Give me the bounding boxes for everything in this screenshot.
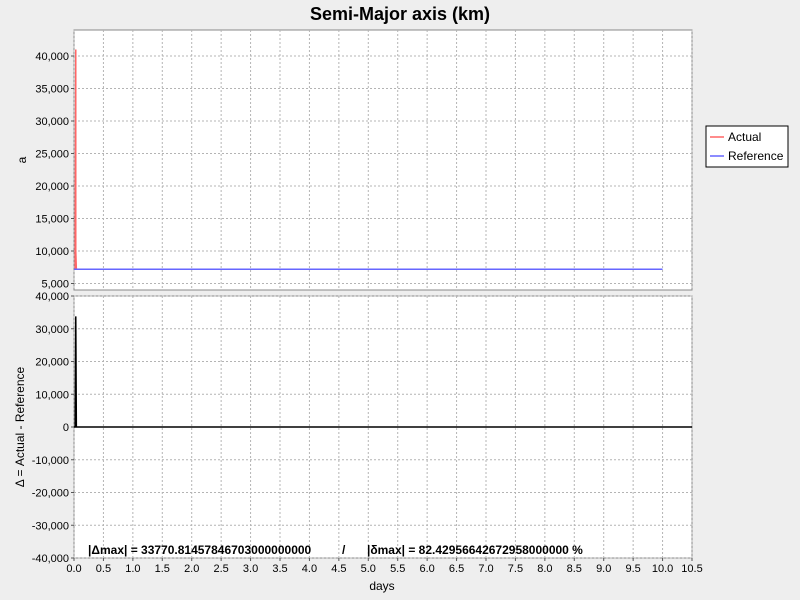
y-tick-label: -40,000 [32, 553, 69, 565]
y-tick-label: 10,000 [35, 389, 69, 401]
x-tick-label: 10.0 [652, 563, 673, 575]
series-line-actual [74, 49, 78, 270]
y-tick-label: 40,000 [35, 51, 69, 63]
x-tick-label: 0.0 [66, 563, 81, 575]
x-tick-label: 6.0 [419, 563, 434, 575]
series-line-δ [74, 316, 692, 428]
x-tick-label: 8.5 [567, 563, 582, 575]
annotation-separator: / [342, 543, 346, 557]
top-plot-panel: 5,000 10,000 15,000 20,000 25,000 30,000 35,00… [35, 29, 693, 291]
x-tick-label: 4.0 [302, 563, 317, 575]
bottom-y-axis-label: Δ = Actual - Reference [13, 366, 27, 487]
x-tick-label: 7.0 [478, 563, 493, 575]
x-tick-label: 9.0 [596, 563, 611, 575]
y-tick-label: 0 [63, 422, 69, 434]
y-tick-label: 25,000 [35, 149, 69, 161]
y-tick-label: 5,000 [41, 279, 69, 291]
y-tick-label: 10,000 [35, 246, 69, 258]
x-tick-label: 4.5 [331, 563, 346, 575]
y-tick-label: -10,000 [32, 455, 69, 467]
x-tick-label: 0.5 [96, 563, 111, 575]
delta-annotation: |Δmax| = 33770.81457846703000000000 / |δ… [88, 543, 583, 557]
chart-title: Semi-Major axis (km) [310, 4, 490, 24]
legend-actual-label: Actual [728, 130, 761, 144]
top-y-axis-label: a [15, 156, 29, 163]
x-tick-label: 6.5 [449, 563, 464, 575]
x-tick-label: 2.5 [213, 563, 228, 575]
x-tick-label: 7.5 [508, 563, 523, 575]
y-tick-label: -30,000 [32, 520, 69, 532]
x-tick-label: 8.0 [537, 563, 552, 575]
x-tick-label: 10.5 [681, 563, 702, 575]
x-axis-label: days [369, 579, 394, 593]
legend-box [705, 125, 789, 168]
x-tick-label: 2.0 [184, 563, 199, 575]
x-tick-label: 9.5 [625, 563, 640, 575]
y-tick-label: -20,000 [32, 488, 69, 500]
y-tick-label: 35,000 [35, 84, 69, 96]
plot-area-0 [73, 29, 693, 291]
y-tick-label: 30,000 [35, 116, 69, 128]
legend-reference-label: Reference [728, 149, 784, 163]
relative-delta-max-text: |δmax| = 82.42956642672958000000 % [367, 543, 583, 557]
x-tick-label: 3.5 [272, 563, 287, 575]
y-tick-label: 15,000 [35, 214, 69, 226]
y-tick-label: 30,000 [35, 324, 69, 336]
x-tick-label: 1.0 [125, 563, 140, 575]
y-tick-label: 20,000 [35, 357, 69, 369]
legend: Actual Reference [705, 125, 789, 168]
bottom-plot-panel: -40,000 -30,000 -20,000 -10,000 0 10,000 20,00… [32, 291, 693, 565]
x-tick-label: 3.0 [243, 563, 258, 575]
x-tick-label: 5.5 [390, 563, 405, 575]
y-tick-label: 40,000 [35, 291, 69, 303]
x-tick-label: 5.0 [361, 563, 376, 575]
x-tick-label: 1.5 [155, 563, 170, 575]
y-tick-label: 20,000 [35, 181, 69, 193]
delta-max-text: |Δmax| = 33770.81457846703000000000 [88, 543, 312, 557]
x-axis: 0.0 0.5 1.0 1.5 2.0 2.5 3.0 3.5 4.0 4.5 5.0 5.5 6.0 6… [66, 558, 703, 575]
